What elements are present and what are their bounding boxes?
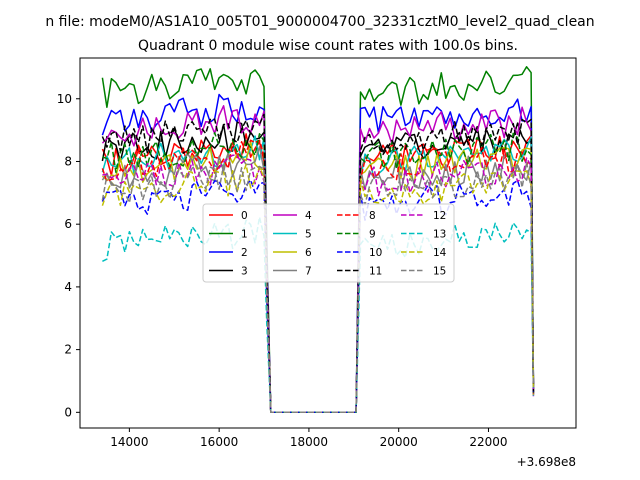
legend-label: 12 [433,210,446,222]
series-line-15 [101,161,535,414]
legend-box [202,203,455,283]
x-tick-label: 14000 [110,435,148,449]
legend-label: 7 [305,266,312,278]
legend-label: 14 [433,247,447,259]
x-axis-offset-label: +3.698e8 [517,455,576,469]
y-tick-label: 8 [64,154,72,168]
legend-label: 1 [241,229,248,241]
legend-label: 4 [305,210,312,222]
y-tick-label: 0 [64,405,72,419]
legend-label: 8 [369,210,376,222]
legend-label: 10 [369,247,382,259]
legend-label: 11 [369,266,382,278]
series-line-8 [101,139,535,414]
x-tick-label: 20000 [380,435,418,449]
figure-suptitle: n file: modeM0/AS1A10_005T01_9000004700_… [45,14,594,30]
chart-title: Quadrant 0 module wise count rates with … [138,38,518,54]
legend-label: 2 [241,247,248,259]
x-tick-label: 18000 [290,435,328,449]
y-tick-label: 10 [57,92,72,106]
legend-label: 0 [241,210,248,222]
y-tick-label: 2 [64,343,72,357]
legend-label: 3 [241,266,248,278]
legend-label: 9 [369,229,376,241]
y-tick-label: 6 [64,217,72,231]
y-tick-label: 4 [64,280,72,294]
legend-label: 6 [305,247,312,259]
x-tick-label: 16000 [200,435,238,449]
legend-label: 13 [433,229,446,241]
x-tick-label: 22000 [469,435,507,449]
plot-frame [79,57,577,429]
legend-label: 15 [433,266,446,278]
y-axis: 0 2 4 6 8 10 [57,92,80,419]
series-layer [101,66,535,414]
legend-label: 5 [305,229,312,241]
x-axis: 14000 16000 18000 20000 22000 [110,428,508,449]
